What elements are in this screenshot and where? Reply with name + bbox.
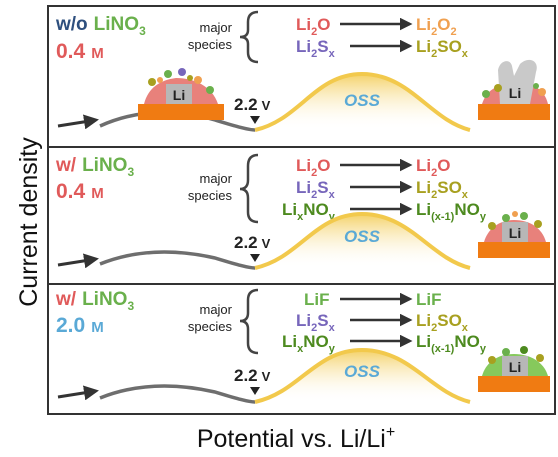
panel-3-row-2-to: Li2SOx [416,311,469,334]
panel-1-row-2-to: Li2SOx [416,37,469,60]
panel-1-species-label-2: species [188,37,233,52]
panel-3-species-label-2: species [188,319,233,334]
panel-3-li-electrode: Li [478,346,550,392]
panel-2-scan-arrow [57,253,99,269]
panel-1-brace [239,10,259,64]
panel-1-row-1-from: Li2O [296,15,330,38]
panel-2-brace [239,153,259,224]
panel-1: w/o LiNO3 0.4 M major species Li2O Li2O2 L… [55,10,550,132]
panel-2-row-2-from: Li2Sx [296,178,336,201]
panel-2-voltage-label: 2.2 V [234,233,271,252]
panel-frame-3 [47,283,556,415]
y-axis-label: Current density [15,137,43,307]
panel-2: w/LiNO3 0.4 M major species Li2O Li2O Li2… [55,153,550,270]
panel-2-voltage-marker [250,254,260,262]
panel-3-row-1-from: LiF [304,290,330,309]
panel-3-oss-label: OSS [344,362,381,381]
panel-1-li-electrode-left: Li [138,68,224,120]
panel-2-oss-curve [254,211,471,270]
panel-1-oss-curve [254,71,471,132]
panel-3-oss-curve [254,347,471,404]
panel-3-row-1-to: LiF [416,290,442,309]
panel-1-scan-arrow [57,114,99,130]
panel-1-oss-fill [255,74,470,130]
panel-2-row-3-from: LixNOy [282,200,336,223]
panel-3-gray-curve [99,384,256,404]
panel-3-oss-fill [255,350,470,402]
panel-3-row-3-to: Li(x-1)NOy [416,332,487,355]
panel-2-li-electrode: Li [478,211,550,258]
panel-2-row-2-to: Li2SOx [416,178,469,201]
panel-2-species-label-2: species [188,188,233,203]
x-axis-label: Potential vs. Li/Li+ [197,424,395,453]
panel-3-concentration: 2.0 M [56,314,104,337]
panel-2-row-3-to: Li(x-1)NOy [416,200,487,223]
panel-1-li-label-left: Li [173,87,185,103]
panel-2-concentration: 0.4 M [56,180,104,203]
panel-1-condition: w/o LiNO3 [55,14,146,38]
panel-2-row-1-to: Li2O [416,156,450,179]
panel-2-li-label: Li [509,225,521,241]
panel-1-species-label: major [199,20,232,35]
panel-1-li-electrode-right: Li [478,59,550,120]
panel-1-row-2-from: Li2Sx [296,37,336,60]
panel-3-li-label: Li [509,359,521,375]
panel-1-voltage-marker [250,116,260,124]
panel-1-concentration: 0.4 M [56,40,104,63]
panel-3: w/LiNO3 2.0 M major species LiF LiF Li2Sx… [55,288,550,404]
panel-2-condition: w/LiNO3 [55,155,134,179]
panel-2-oss-fill [255,214,470,268]
panel-2-species-label: major [199,171,232,186]
panel-2-row-1-from: Li2O [296,156,330,179]
panel-1-li-label-right: Li [509,85,521,101]
panel-3-voltage-marker [250,387,260,395]
panel-1-oss-label: OSS [344,91,381,110]
panel-3-brace [239,288,259,355]
panel-1-voltage-label: 2.2 V [234,95,271,114]
panel-3-species-label: major [199,302,232,317]
panel-2-oss-label: OSS [344,227,381,246]
panel-3-condition: w/LiNO3 [55,289,134,313]
panel-2-gray-curve [99,250,256,270]
panel-3-voltage-label: 2.2 V [234,366,271,385]
panel-3-scan-arrow [57,385,99,401]
panel-3-row-2-from: Li2Sx [296,311,336,334]
panel-3-row-3-from: LixNOy [282,332,336,355]
panel-1-row-1-to: Li2O2 [416,15,457,38]
